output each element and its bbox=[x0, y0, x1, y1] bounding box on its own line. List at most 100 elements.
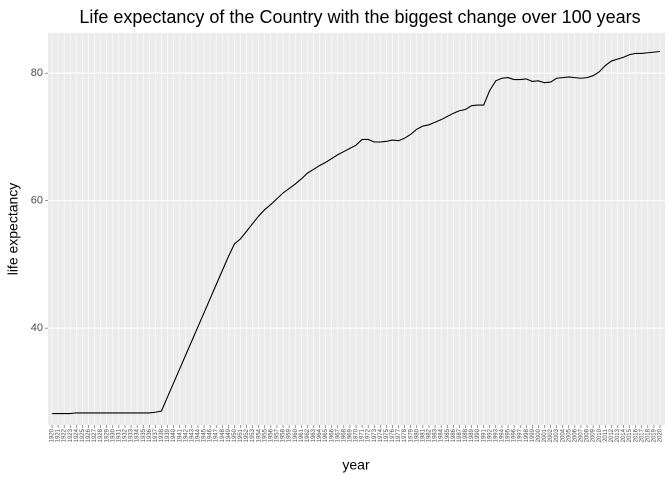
x-tick-label: 1955 bbox=[262, 428, 268, 442]
x-tick-label: 1956 bbox=[268, 428, 274, 442]
x-tick-label: 1926 bbox=[86, 428, 92, 442]
x-tick-label: 1935 bbox=[141, 428, 147, 442]
x-tick-label: 1977 bbox=[396, 428, 402, 442]
x-tick-label: 1996 bbox=[512, 428, 518, 442]
y-tick-label: 60 bbox=[31, 195, 43, 207]
x-tick-label: 1989 bbox=[469, 428, 475, 442]
x-tick-label: 1920 bbox=[50, 428, 56, 442]
x-tick-label: 1963 bbox=[311, 428, 317, 442]
x-tick-label: 1929 bbox=[104, 428, 110, 442]
x-tick-label: 1997 bbox=[518, 428, 524, 442]
x-tick-label: 1998 bbox=[524, 428, 530, 442]
x-tick-label: 1939 bbox=[165, 428, 171, 442]
x-tick-label: 1930 bbox=[110, 428, 116, 442]
x-tick-label: 2008 bbox=[585, 428, 591, 442]
x-tick-label: 1957 bbox=[275, 428, 281, 442]
x-tick-label: 1960 bbox=[293, 428, 299, 442]
x-tick-label: 1944 bbox=[195, 428, 201, 442]
x-tick-label: 1934 bbox=[135, 428, 141, 442]
x-tick-label: 1995 bbox=[506, 428, 512, 442]
x-tick-label: 1975 bbox=[384, 428, 390, 442]
x-tick-label: 1953 bbox=[250, 428, 256, 442]
x-tick-label: 1991 bbox=[481, 428, 487, 442]
x-tick-label: 1950 bbox=[232, 428, 238, 442]
line bbox=[52, 50, 661, 415]
x-tick-label: 1973 bbox=[372, 428, 378, 442]
x-tick-label: 1983 bbox=[433, 428, 439, 442]
x-tick-label: 1945 bbox=[202, 428, 208, 442]
x-tick-label: 1961 bbox=[299, 428, 305, 442]
x-tick-label: 2001 bbox=[542, 428, 548, 442]
x-tick-label: 1928 bbox=[98, 428, 104, 442]
x-tick-label: 1980 bbox=[414, 428, 420, 442]
x-tick-label: 2016 bbox=[633, 428, 639, 442]
x-tick-label: 2004 bbox=[560, 428, 566, 442]
x-tick-label: 2019 bbox=[651, 428, 657, 442]
x-tick-label: 1968 bbox=[341, 428, 347, 442]
x-tick-label: 2007 bbox=[579, 428, 585, 442]
x-tick-label: 2002 bbox=[548, 428, 554, 442]
x-tick-label: 1962 bbox=[305, 428, 311, 442]
x-tick-label: 1970 bbox=[354, 428, 360, 442]
x-tick-label: 2010 bbox=[597, 428, 603, 442]
x-tick-label: 1951 bbox=[238, 428, 244, 442]
x-tick-label: 2005 bbox=[566, 428, 572, 442]
x-tick-label: 1938 bbox=[159, 428, 165, 442]
x-tick-label: 1992 bbox=[487, 428, 493, 442]
x-tick-label: 1985 bbox=[445, 428, 451, 442]
x-tick-label: 1976 bbox=[390, 428, 396, 442]
x-tick-label: 1927 bbox=[92, 428, 98, 442]
panel bbox=[48, 33, 665, 425]
x-tick-label: 1954 bbox=[256, 428, 262, 442]
y-tick-label: 40 bbox=[31, 322, 43, 334]
x-tick-label: 2003 bbox=[554, 428, 560, 442]
x-tick-label: 1933 bbox=[129, 428, 135, 442]
x-tick-label: 1978 bbox=[402, 428, 408, 442]
y-tick-label: 80 bbox=[31, 67, 43, 79]
x-tick-label: 1948 bbox=[220, 428, 226, 442]
x-tick-label: 1952 bbox=[244, 428, 250, 442]
x-tick-label: 2006 bbox=[572, 428, 578, 442]
x-tick-label: 1924 bbox=[74, 428, 80, 442]
x-tick-label: 1946 bbox=[208, 428, 214, 442]
x-tick-label: 1971 bbox=[360, 428, 366, 442]
x-tick-label: 2014 bbox=[621, 428, 627, 442]
x-tick-label: 1959 bbox=[287, 428, 293, 442]
x-tick-label: 1964 bbox=[317, 428, 323, 442]
x-tick-label: 2009 bbox=[591, 428, 597, 442]
chart-title: Life expectancy of the Country with the … bbox=[79, 7, 640, 27]
x-tick-label: 1936 bbox=[147, 428, 153, 442]
x-tick-label: 1981 bbox=[420, 428, 426, 442]
x-tick-label: 1966 bbox=[329, 428, 335, 442]
x-tick-label: 1979 bbox=[408, 428, 414, 442]
x-tick-label: 1923 bbox=[68, 428, 74, 442]
x-tick-label: 1994 bbox=[499, 428, 505, 442]
x-tick-label: 2020 bbox=[658, 428, 664, 442]
x-tick-label: 1972 bbox=[366, 428, 372, 442]
x-tick-label: 1921 bbox=[56, 428, 62, 442]
x-tick-label: 1986 bbox=[451, 428, 457, 442]
x-tick-label: 1967 bbox=[335, 428, 341, 442]
x-tick-label: 1988 bbox=[463, 428, 469, 442]
x-tick-label: 1940 bbox=[171, 428, 177, 442]
x-tick-label: 1969 bbox=[347, 428, 353, 442]
x-tick-label: 1993 bbox=[493, 428, 499, 442]
x-tick-label: 1931 bbox=[116, 428, 122, 442]
x-tick-label: 1999 bbox=[530, 428, 536, 442]
x-tick-label: 1943 bbox=[189, 428, 195, 442]
x-tick-label: 2013 bbox=[615, 428, 621, 442]
x-tick-label: 2012 bbox=[609, 428, 615, 442]
x-tick-label: 1982 bbox=[427, 428, 433, 442]
x-tick-label: 1949 bbox=[226, 428, 232, 442]
x-tick-label: 1942 bbox=[183, 428, 189, 442]
x-tick-label: 1947 bbox=[214, 428, 220, 442]
x-tick-label: 2018 bbox=[645, 428, 651, 442]
y-axis-title: life expectancy bbox=[5, 183, 21, 276]
x-tick-label: 1937 bbox=[153, 428, 159, 442]
x-tick-label: 1990 bbox=[475, 428, 481, 442]
x-tick-label: 1974 bbox=[378, 428, 384, 442]
x-tick-label: 2017 bbox=[639, 428, 645, 442]
x-tick-label: 2015 bbox=[627, 428, 633, 442]
